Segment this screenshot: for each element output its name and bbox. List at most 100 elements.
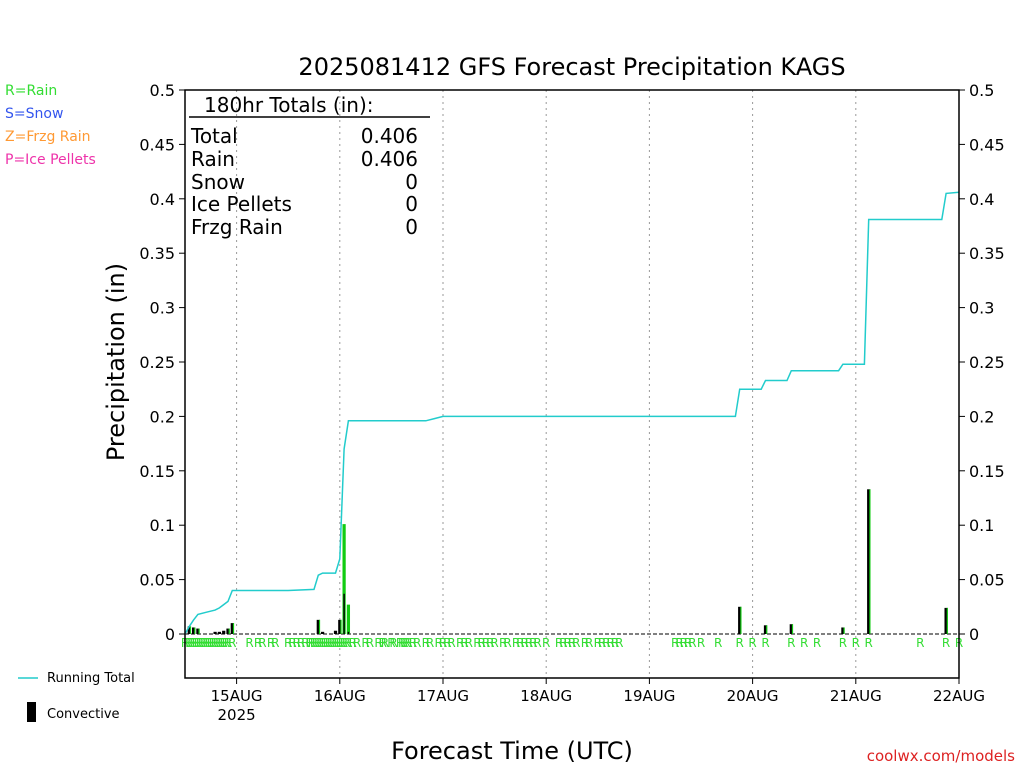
y-tick-label: 0.35 — [139, 244, 175, 263]
rain-marker: R — [486, 636, 494, 650]
rain-marker: R — [258, 636, 266, 650]
y-tick-label: 0.1 — [969, 516, 994, 535]
x-tick-label: 21AUG — [830, 687, 882, 705]
rain-marker: R — [389, 636, 397, 650]
rain-marker: R — [331, 636, 339, 650]
rain-marker: R — [387, 636, 395, 650]
convective-bar — [217, 631, 222, 634]
rain-bar-edge — [318, 619, 321, 634]
chart-title: 2025081412 GFS Forecast Precipitation KA… — [298, 53, 845, 81]
rain-marker: R — [381, 636, 389, 650]
rain-marker: R — [308, 636, 316, 650]
rain-bar — [342, 524, 346, 634]
totals-heading: 180hr Totals (in): — [204, 93, 374, 117]
rain-marker: R — [301, 636, 309, 650]
convective-legend-label: Convective — [47, 707, 120, 722]
y-tick-label: 0.05 — [969, 571, 1005, 590]
rain-marker: R — [697, 636, 705, 650]
rain-marker: R — [482, 636, 490, 650]
rain-marker: R — [800, 636, 808, 650]
y-tick-label: 0.2 — [150, 407, 175, 426]
rain-marker: R — [224, 636, 232, 650]
rain-marker: R — [542, 636, 550, 650]
rain-marker: R — [194, 636, 202, 650]
rain-marker: R — [529, 636, 537, 650]
rain-marker: R — [209, 636, 217, 650]
y-tick-labels-left: 0 0.05 0.1 0.15 0.2 0.25 0.3 0.35 0.4 0.45 0.5 — [139, 81, 175, 644]
plot-frame — [184, 89, 960, 679]
y-tick-label: 0.4 — [969, 190, 994, 209]
rain-marker: R — [607, 636, 615, 650]
y-tick-label: 0.25 — [139, 353, 175, 372]
rain-marker: R — [192, 636, 200, 650]
rain-marker: R — [288, 636, 296, 650]
rain-marker: R — [342, 636, 350, 650]
y-tick-label: 0.5 — [150, 81, 175, 100]
rain-marker: R — [409, 636, 417, 650]
rain-marker: R — [714, 636, 722, 650]
legend-rain: R=Rain — [5, 83, 57, 99]
rain-marker: R — [852, 636, 860, 650]
rain-marker: R — [217, 636, 225, 650]
rain-bar-edge — [740, 606, 742, 634]
y-tick-label: 0.15 — [139, 462, 175, 481]
y-tick-label: 0.3 — [150, 299, 175, 318]
convective-bar — [226, 628, 230, 634]
rain-marker: R — [349, 636, 357, 650]
axis-ticks — [179, 89, 965, 684]
totals-label-total: Total — [190, 124, 238, 148]
rain-marker: R — [916, 636, 924, 650]
gridlines — [185, 90, 959, 678]
convective-bar — [196, 628, 200, 634]
rain-marker: R — [813, 636, 821, 650]
rain-marker: R — [183, 636, 191, 650]
rain-marker: R — [402, 636, 410, 650]
rain-marker: R — [271, 636, 279, 650]
y-tick-label: 0.25 — [969, 353, 1005, 372]
rain-marker: R — [460, 636, 468, 650]
rain-marker: R — [512, 636, 520, 650]
x-tick-label: 19AUG — [623, 687, 675, 705]
legend-ice-pellets: P=Ice Pellets — [5, 152, 96, 168]
rain-marker: R — [284, 636, 292, 650]
rain-marker: R — [585, 636, 593, 650]
rain-bar-edge — [340, 619, 342, 634]
rain-marker: R — [200, 636, 208, 650]
convective-bar — [763, 625, 768, 634]
rain-marker: R — [473, 636, 481, 650]
convective-bar — [187, 626, 191, 634]
y-tick-label: 0.5 — [969, 81, 994, 100]
rain-marker: R — [187, 636, 195, 650]
rain-marker: R — [426, 636, 434, 650]
running-total-line — [184, 191, 960, 635]
rain-marker: R — [615, 636, 623, 650]
rain-marker: R — [336, 636, 344, 650]
rain-marker: R — [207, 636, 215, 650]
rain-marker: R — [839, 636, 847, 650]
y-tick-label: 0.35 — [969, 244, 1005, 263]
y-tick-label: 0.45 — [139, 135, 175, 154]
rain-marker: R — [329, 636, 337, 650]
rain-marker: R — [213, 636, 221, 650]
rain-marker: R — [684, 636, 692, 650]
rain-marker: R — [499, 636, 507, 650]
rain-marker: R — [321, 636, 329, 650]
rain-marker: R — [325, 636, 333, 650]
convective-bar — [320, 631, 325, 634]
totals-value-total: 0.406 — [361, 124, 418, 148]
rain-marker: R — [865, 636, 873, 650]
rain-marker: R — [787, 636, 795, 650]
rain-marker: R — [533, 636, 541, 650]
rain-marker: R — [333, 636, 341, 650]
rain-bar-edge — [198, 628, 200, 634]
rain-marker: R — [297, 636, 305, 650]
rain-marker: R — [361, 636, 369, 650]
rain-marker: R — [942, 636, 950, 650]
y-tick-label: 0 — [969, 625, 979, 644]
y-tick-label: 0 — [165, 625, 175, 644]
rain-marker: R — [404, 636, 412, 650]
rain-marker: R — [293, 636, 301, 650]
